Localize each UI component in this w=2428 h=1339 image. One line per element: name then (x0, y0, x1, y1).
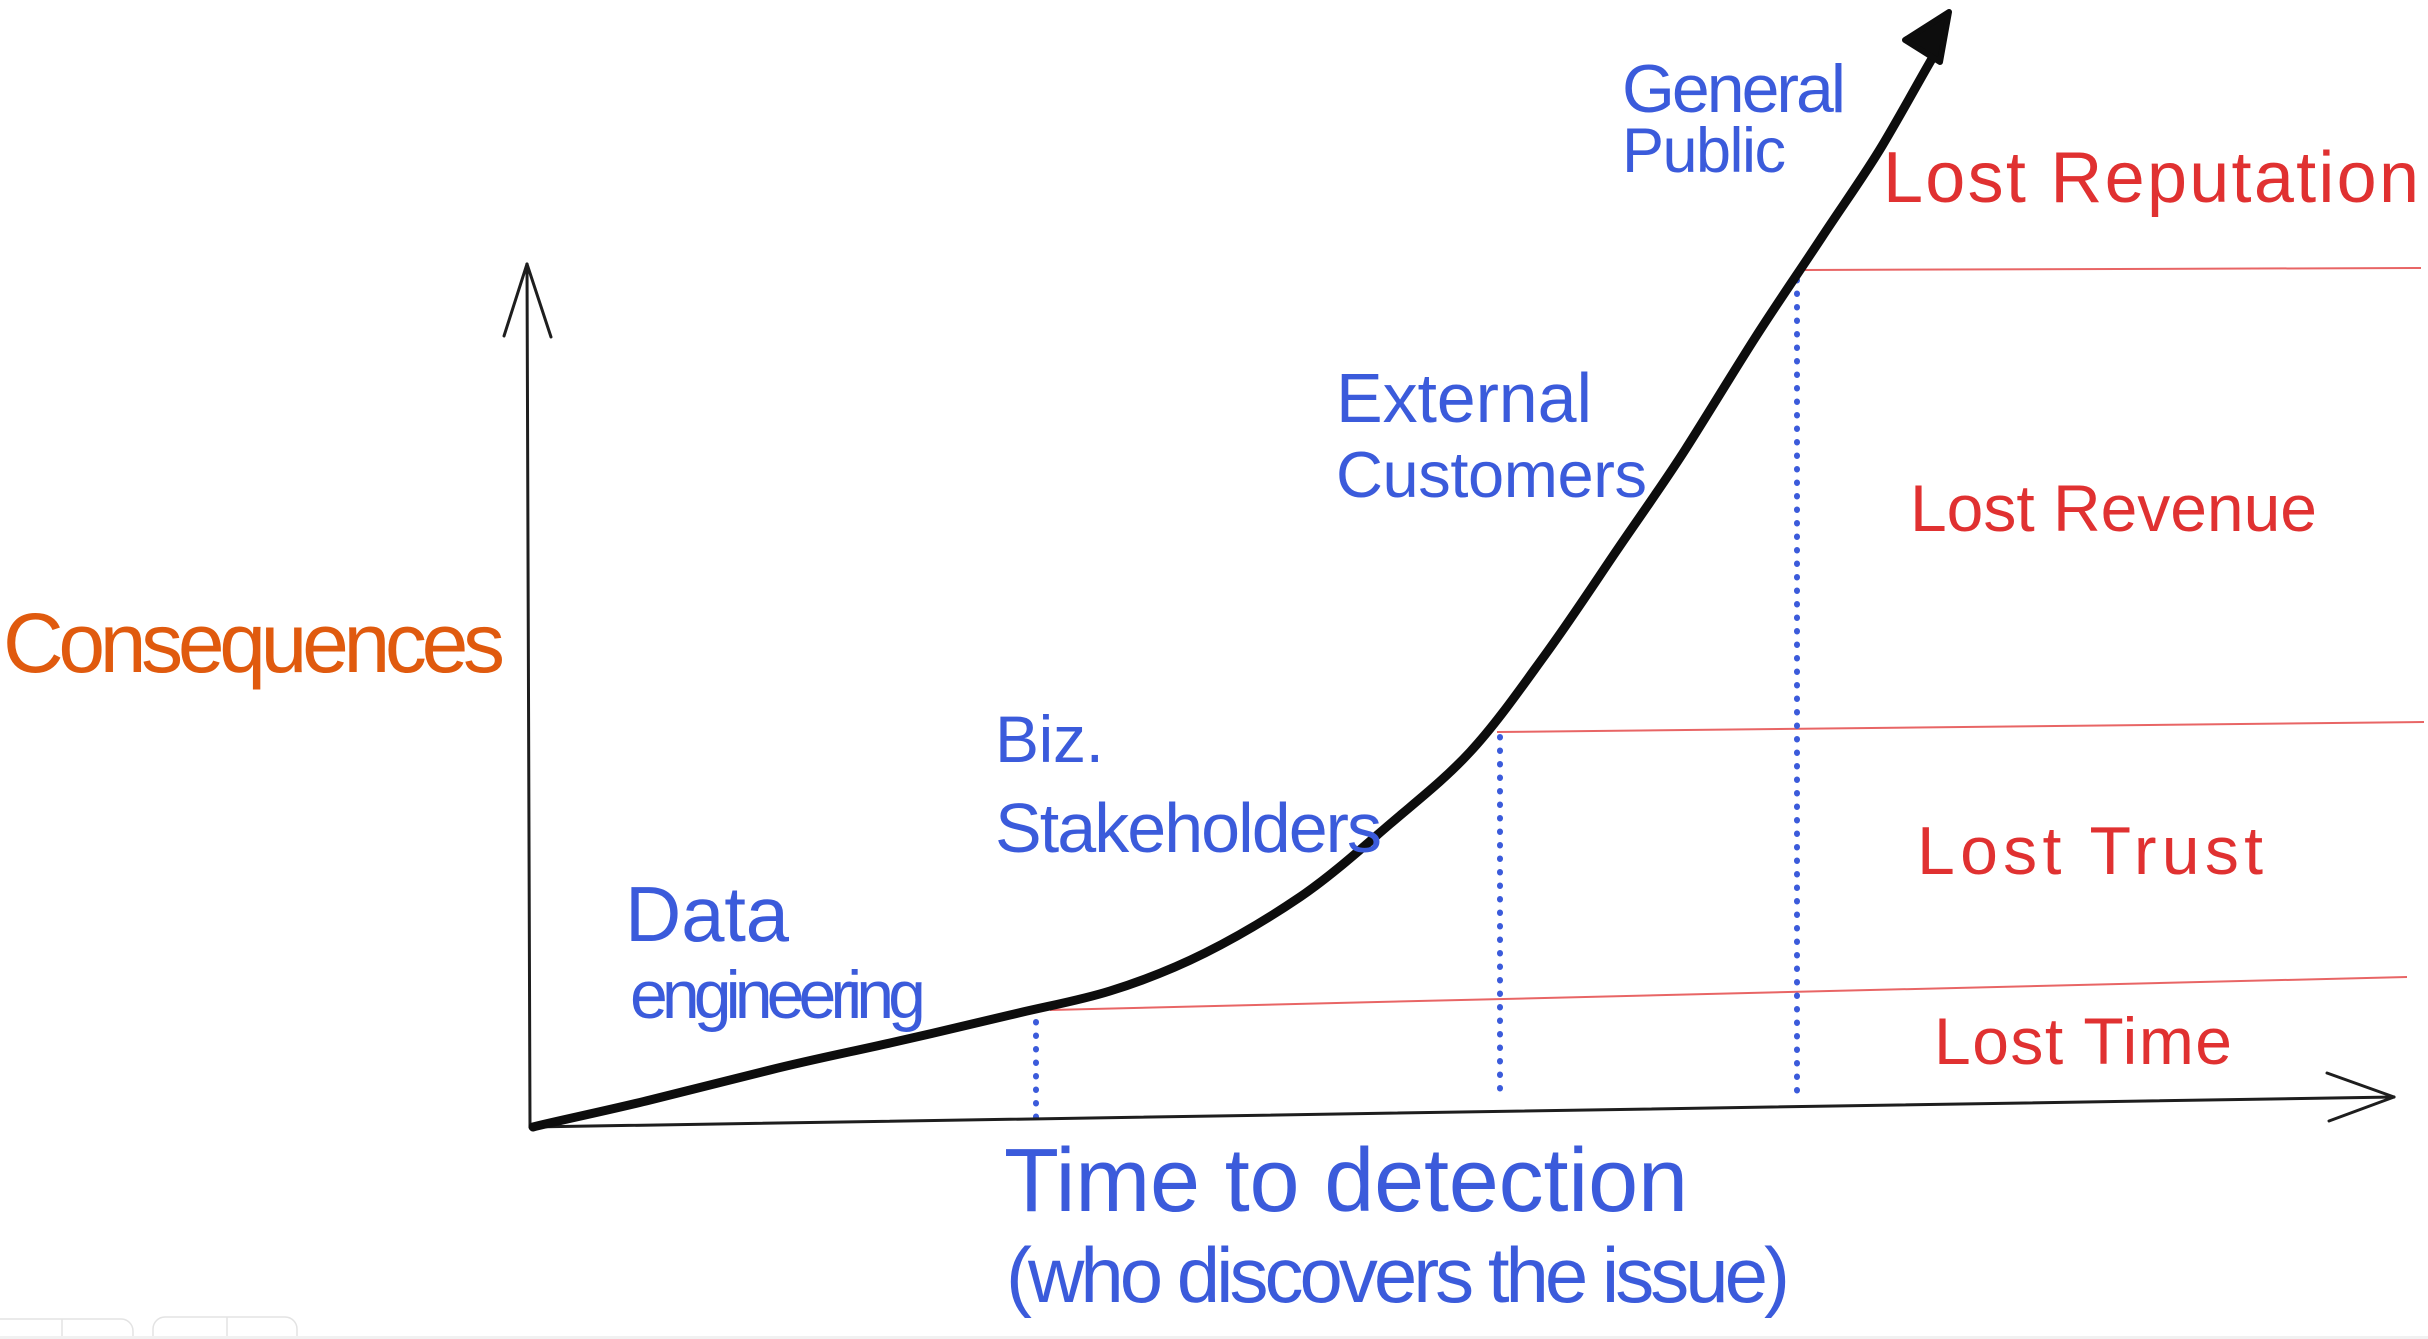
svg-text:Time to detection: Time to detection (1004, 1131, 1688, 1231)
svg-text:Customers: Customers (1336, 438, 1647, 511)
svg-text:Public: Public (1622, 116, 1786, 186)
svg-text:(who discovers the issue): (who discovers the issue) (1006, 1231, 1790, 1319)
svg-text:General: General (1622, 51, 1846, 127)
svg-text:Lost Reputation: Lost Reputation (1883, 138, 2419, 218)
svg-text:External: External (1336, 359, 1592, 437)
svg-text:engineering: engineering (630, 957, 926, 1033)
svg-text:Lost Trust: Lost Trust (1917, 813, 2263, 889)
svg-text:Lost Revenue: Lost Revenue (1910, 471, 2317, 545)
svg-text:Lost Time: Lost Time (1934, 1004, 2232, 1078)
svg-text:Consequences: Consequences (3, 596, 505, 690)
svg-text:Biz.: Biz. (995, 702, 1104, 776)
svg-text:Data: Data (625, 870, 790, 958)
svg-text:Stakeholders: Stakeholders (995, 789, 1382, 867)
